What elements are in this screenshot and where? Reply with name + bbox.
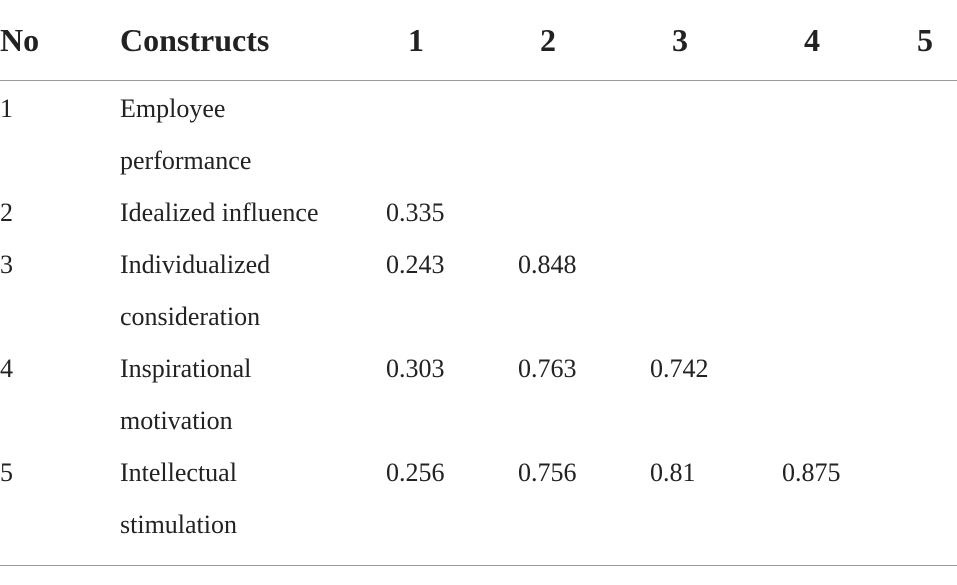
cell-value — [912, 187, 957, 239]
cell-value — [782, 187, 912, 239]
header-no: No — [0, 0, 120, 81]
row-no: 2 — [0, 198, 13, 227]
table-footer-rule — [0, 565, 957, 566]
cell-value — [650, 239, 782, 343]
header-constructs: Constructs — [120, 0, 386, 81]
header-col-1: 1 — [386, 0, 518, 81]
cell-value — [912, 81, 957, 188]
cell-value: 0.243 — [386, 250, 445, 279]
row-no: 1 — [0, 94, 13, 123]
header-col-5: 5 — [912, 0, 957, 81]
cell-value — [650, 81, 782, 188]
cell-value: 0.848 — [518, 250, 577, 279]
row-no: 4 — [0, 354, 13, 383]
row-construct: Employee performance — [120, 81, 386, 188]
cell-value: 0.875 — [782, 458, 841, 487]
cell-value — [518, 187, 650, 239]
header-col-3: 3 — [650, 0, 782, 81]
footer-row — [0, 565, 957, 566]
cell-value: 0.756 — [518, 458, 577, 487]
cell-value — [650, 187, 782, 239]
cell-value — [782, 239, 912, 343]
row-construct: Individualized consideration — [120, 239, 386, 343]
row-no: 3 — [0, 250, 13, 279]
construct-line: performance — [120, 146, 252, 175]
cell-value — [912, 343, 957, 447]
construct-line: consideration — [120, 302, 261, 331]
cell-value — [782, 343, 912, 447]
correlation-table: No Constructs 1 2 3 4 5 1 Employee perfo… — [0, 0, 957, 566]
table-header: No Constructs 1 2 3 4 5 — [0, 0, 957, 81]
construct-line: motivation — [120, 406, 233, 435]
row-no: 5 — [0, 458, 13, 487]
table-row: 5 Intellectual stimulation 0.256 0.756 0… — [0, 447, 957, 566]
cell-value — [912, 239, 957, 343]
construct-line: Inspirational — [120, 354, 252, 383]
cell-value: 0.763 — [518, 354, 577, 383]
cell-value: 0.742 — [650, 354, 709, 383]
header-col-4: 4 — [782, 0, 912, 81]
table-body: 1 Employee performance 2 Idealized influ… — [0, 81, 957, 566]
header-col-2: 2 — [518, 0, 650, 81]
table-row: 1 Employee performance — [0, 81, 957, 188]
cell-value: 0.81 — [650, 458, 696, 487]
table-row: 2 Idealized influence 0.335 — [0, 187, 957, 239]
cell-value — [782, 81, 912, 188]
row-construct: Inspirational motivation — [120, 343, 386, 447]
construct-line: Individualized — [120, 250, 271, 279]
table-row: 3 Individualized consideration 0.243 0.8… — [0, 239, 957, 343]
bottom-border — [0, 565, 957, 566]
cell-value — [912, 447, 957, 566]
cell-value — [386, 81, 518, 188]
row-construct: Idealized influence — [120, 187, 386, 239]
cell-value: 0.335 — [386, 198, 445, 227]
cell-value — [518, 81, 650, 188]
header-row: No Constructs 1 2 3 4 5 — [0, 0, 957, 81]
construct-line: stimulation — [120, 510, 237, 539]
cell-value: 0.303 — [386, 354, 445, 383]
table-row: 4 Inspirational motivation 0.303 0.763 0… — [0, 343, 957, 447]
cell-value: 0.256 — [386, 458, 445, 487]
construct-line: Employee — [120, 94, 226, 123]
construct-line: Idealized influence — [120, 198, 319, 227]
construct-line: Intellectual — [120, 458, 237, 487]
correlation-table-container: No Constructs 1 2 3 4 5 1 Employee perfo… — [0, 0, 957, 566]
row-construct: Intellectual stimulation — [120, 447, 386, 566]
